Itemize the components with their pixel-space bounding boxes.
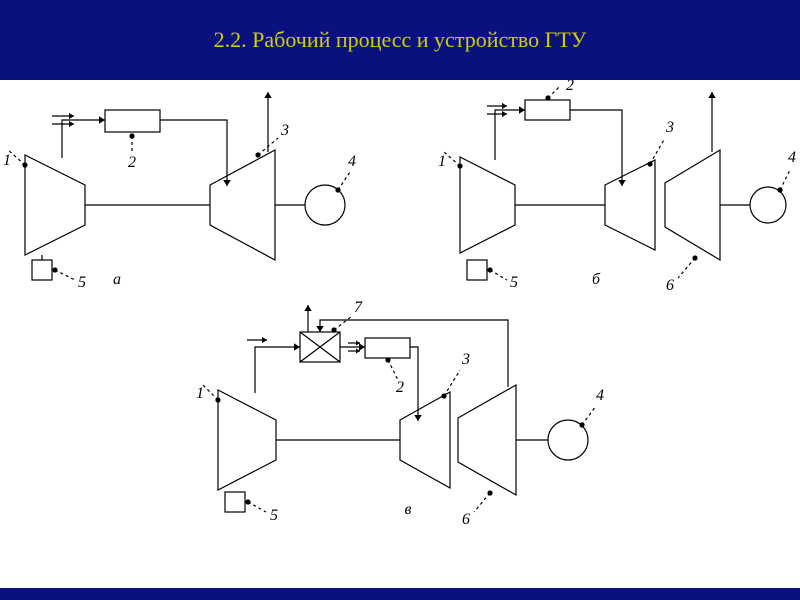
svg-text:1: 1 xyxy=(3,152,11,169)
svg-text:а: а xyxy=(113,271,121,288)
svg-text:6: 6 xyxy=(462,511,470,528)
footer-bar xyxy=(0,588,800,600)
panel-a: 1 2 3 4 5 а xyxy=(3,92,356,291)
svg-text:5: 5 xyxy=(78,274,86,291)
svg-text:4: 4 xyxy=(596,387,604,404)
svg-text:2: 2 xyxy=(396,379,404,396)
header-bar: 2.2. Рабочий процесс и устройство ГТУ xyxy=(0,0,800,80)
svg-text:в: в xyxy=(405,501,412,518)
svg-text:2: 2 xyxy=(566,80,574,94)
svg-text:б: б xyxy=(592,271,601,288)
svg-text:1: 1 xyxy=(196,385,204,402)
svg-text:1: 1 xyxy=(438,153,446,170)
svg-text:5: 5 xyxy=(510,274,518,291)
panel-b: 1 2 3 4 5 6 б xyxy=(438,80,796,294)
panel-v: 1 2 3 4 5 6 7 в xyxy=(196,299,604,528)
svg-text:4: 4 xyxy=(348,153,356,170)
svg-text:4: 4 xyxy=(788,149,796,166)
svg-text:5: 5 xyxy=(270,507,278,524)
svg-text:7: 7 xyxy=(354,299,363,316)
svg-text:3: 3 xyxy=(280,122,289,139)
svg-text:3: 3 xyxy=(665,119,674,136)
content-area: 1 2 3 4 5 а 1 2 3 4 5 6 б 1 2 3 4 5 6 7 в xyxy=(0,80,800,588)
diagram-svg: 1 2 3 4 5 а 1 2 3 4 5 6 б 1 2 3 4 5 6 7 в xyxy=(0,80,800,588)
svg-text:3: 3 xyxy=(461,351,470,368)
svg-text:6: 6 xyxy=(666,277,674,294)
page-title: 2.2. Рабочий процесс и устройство ГТУ xyxy=(214,27,587,53)
svg-text:2: 2 xyxy=(128,154,136,171)
